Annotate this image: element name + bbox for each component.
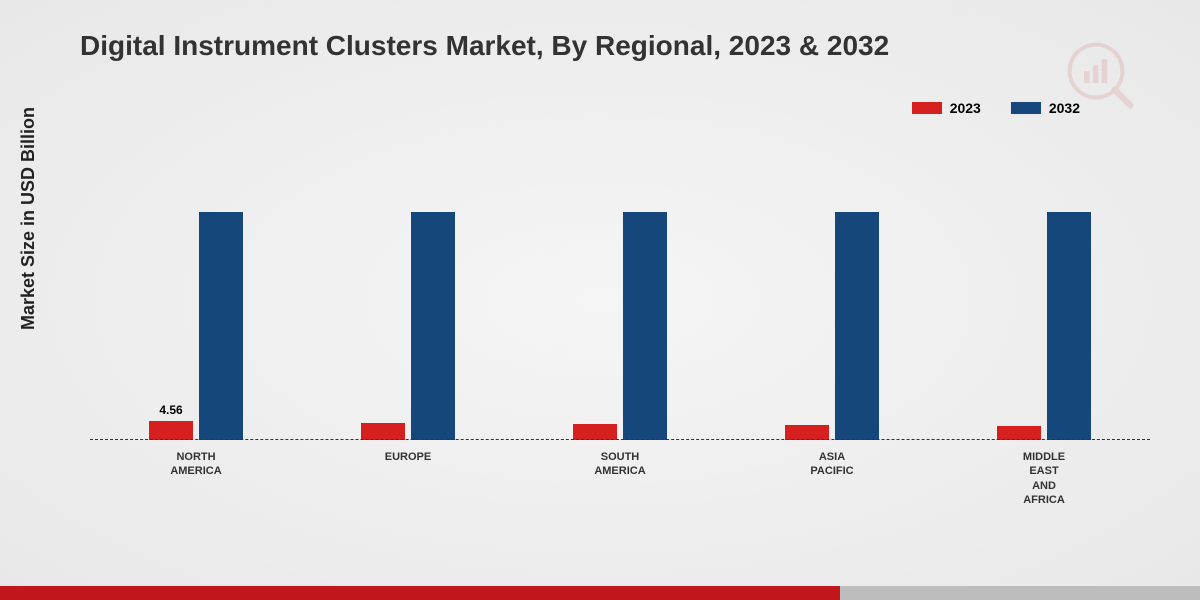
baseline xyxy=(90,439,1150,440)
footer-accent-bar xyxy=(0,586,1200,600)
x-axis-category: ASIA PACIFIC xyxy=(726,445,938,500)
x-axis-labels: NORTH AMERICAEUROPESOUTH AMERICAASIA PAC… xyxy=(90,445,1150,500)
legend-swatch-2032 xyxy=(1011,102,1041,114)
legend-item-2032: 2032 xyxy=(1011,100,1080,116)
x-axis-category: EUROPE xyxy=(302,445,514,500)
bar-2032 xyxy=(1047,212,1091,440)
bar-2023 xyxy=(361,423,405,440)
legend-item-2023: 2023 xyxy=(912,100,981,116)
legend-swatch-2023 xyxy=(912,102,942,114)
bar-group xyxy=(514,150,726,440)
bar-2032 xyxy=(623,212,667,440)
legend: 2023 2032 xyxy=(912,100,1080,116)
bar-group xyxy=(938,150,1150,440)
bar-2032 xyxy=(835,212,879,440)
bar-value-label: 4.56 xyxy=(159,403,182,417)
bar-2032 xyxy=(199,212,243,440)
x-axis-category: NORTH AMERICA xyxy=(90,445,302,500)
legend-label-2032: 2032 xyxy=(1049,100,1080,116)
y-axis-label: Market Size in USD Billion xyxy=(18,107,39,330)
chart-area: 4.56 NORTH AMERICAEUROPESOUTH AMERICAASI… xyxy=(90,150,1150,500)
bar-2023 xyxy=(785,425,829,440)
footer-grey-segment xyxy=(840,586,1200,600)
bar-groups: 4.56 xyxy=(90,150,1150,440)
bar-2023 xyxy=(997,426,1041,441)
bar-group: 4.56 xyxy=(90,150,302,440)
footer-red-segment xyxy=(0,586,840,600)
legend-label-2023: 2023 xyxy=(950,100,981,116)
x-axis-category: SOUTH AMERICA xyxy=(514,445,726,500)
bar-2023: 4.56 xyxy=(149,421,193,440)
bar-group xyxy=(726,150,938,440)
bar-2023 xyxy=(573,424,617,440)
chart-title: Digital Instrument Clusters Market, By R… xyxy=(80,30,889,62)
bar-group xyxy=(302,150,514,440)
x-axis-category: MIDDLE EAST AND AFRICA xyxy=(938,445,1150,500)
bar-2032 xyxy=(411,212,455,440)
